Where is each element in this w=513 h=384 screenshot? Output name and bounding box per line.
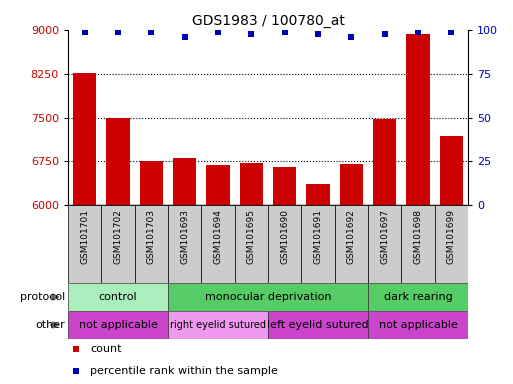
Bar xyxy=(401,205,435,283)
Bar xyxy=(273,167,297,205)
Bar xyxy=(173,158,196,205)
Bar xyxy=(368,311,468,339)
Text: GSM101701: GSM101701 xyxy=(80,209,89,264)
Bar xyxy=(306,184,330,205)
Text: GSM101693: GSM101693 xyxy=(180,209,189,264)
Bar xyxy=(206,166,230,205)
Text: GSM101694: GSM101694 xyxy=(213,209,223,264)
Text: left eyelid sutured: left eyelid sutured xyxy=(267,320,369,330)
Bar xyxy=(68,311,168,339)
Text: other: other xyxy=(36,320,66,330)
Bar xyxy=(168,311,268,339)
Text: dark rearing: dark rearing xyxy=(384,292,452,302)
Bar xyxy=(240,163,263,205)
Bar xyxy=(201,205,234,283)
Bar xyxy=(373,119,397,205)
Bar xyxy=(301,205,334,283)
Bar xyxy=(435,205,468,283)
Bar xyxy=(440,136,463,205)
Text: GSM101699: GSM101699 xyxy=(447,209,456,264)
Bar xyxy=(234,205,268,283)
Bar xyxy=(168,205,201,283)
Text: control: control xyxy=(98,292,137,302)
Bar xyxy=(68,283,168,311)
Text: GSM101695: GSM101695 xyxy=(247,209,256,264)
Text: GSM101690: GSM101690 xyxy=(280,209,289,264)
Bar xyxy=(340,164,363,205)
Text: percentile rank within the sample: percentile rank within the sample xyxy=(90,366,278,376)
Bar xyxy=(168,283,368,311)
Bar xyxy=(368,283,468,311)
Text: right eyelid sutured: right eyelid sutured xyxy=(170,320,266,330)
Text: GSM101702: GSM101702 xyxy=(113,209,123,264)
Text: GSM101692: GSM101692 xyxy=(347,209,356,264)
Bar xyxy=(406,33,430,205)
Bar xyxy=(135,205,168,283)
Bar xyxy=(106,118,130,205)
Bar xyxy=(368,205,401,283)
Bar xyxy=(268,205,301,283)
Text: not applicable: not applicable xyxy=(78,320,157,330)
Text: GSM101698: GSM101698 xyxy=(413,209,423,264)
Text: protocol: protocol xyxy=(20,292,66,302)
Bar xyxy=(68,205,102,283)
Text: not applicable: not applicable xyxy=(379,320,458,330)
Text: monocular deprivation: monocular deprivation xyxy=(205,292,331,302)
Text: count: count xyxy=(90,344,122,354)
Text: GSM101697: GSM101697 xyxy=(380,209,389,264)
Bar xyxy=(334,205,368,283)
Bar xyxy=(268,311,368,339)
Bar xyxy=(140,161,163,205)
Text: GSM101703: GSM101703 xyxy=(147,209,156,264)
Text: GSM101691: GSM101691 xyxy=(313,209,323,264)
Title: GDS1983 / 100780_at: GDS1983 / 100780_at xyxy=(191,13,344,28)
Bar xyxy=(73,73,96,205)
Bar xyxy=(102,205,135,283)
